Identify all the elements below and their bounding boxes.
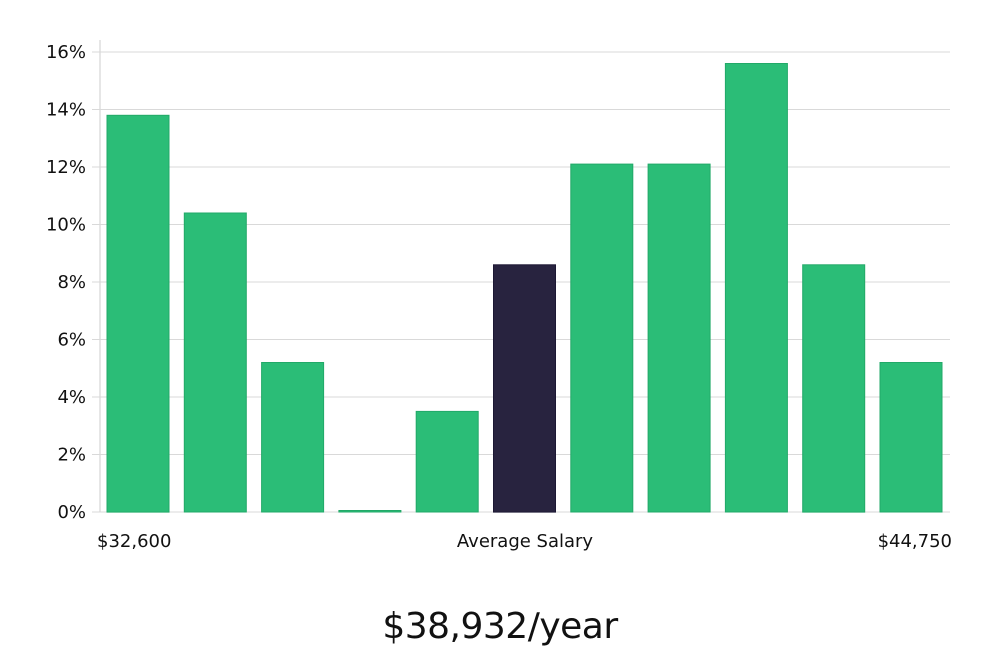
x-max-label: $44,750 <box>878 531 952 552</box>
y-tick-label: 8% <box>57 272 86 293</box>
bar <box>802 264 866 513</box>
bar <box>724 63 788 513</box>
bar <box>415 410 479 513</box>
y-tick-label: 16% <box>46 42 86 63</box>
y-tick-label: 14% <box>46 100 86 121</box>
bars <box>106 63 943 513</box>
average-salary-value: $38,932/year <box>382 606 618 647</box>
bar <box>183 212 247 513</box>
y-axis: 0% 2% 4% 6% 8% 10% 12% 14% 16% <box>46 42 86 523</box>
y-tick-label: 0% <box>57 502 86 523</box>
bar <box>261 362 325 513</box>
y-tick-label: 6% <box>57 330 86 351</box>
bar <box>879 362 943 513</box>
bar-average-salary <box>493 264 556 513</box>
bar <box>647 163 711 513</box>
x-axis-label: Average Salary <box>457 531 594 552</box>
x-min-label: $32,600 <box>97 531 171 552</box>
bar <box>338 510 402 513</box>
y-tick-label: 2% <box>57 445 86 466</box>
bar <box>570 163 634 513</box>
y-tick-label: 12% <box>46 157 86 178</box>
salary-histogram: 0% 2% 4% 6% 8% 10% 12% 14% 16% $32,600 Average S… <box>46 40 952 552</box>
y-tick-label: 10% <box>46 215 86 236</box>
bar <box>106 114 170 513</box>
y-tick-label: 4% <box>57 387 86 408</box>
